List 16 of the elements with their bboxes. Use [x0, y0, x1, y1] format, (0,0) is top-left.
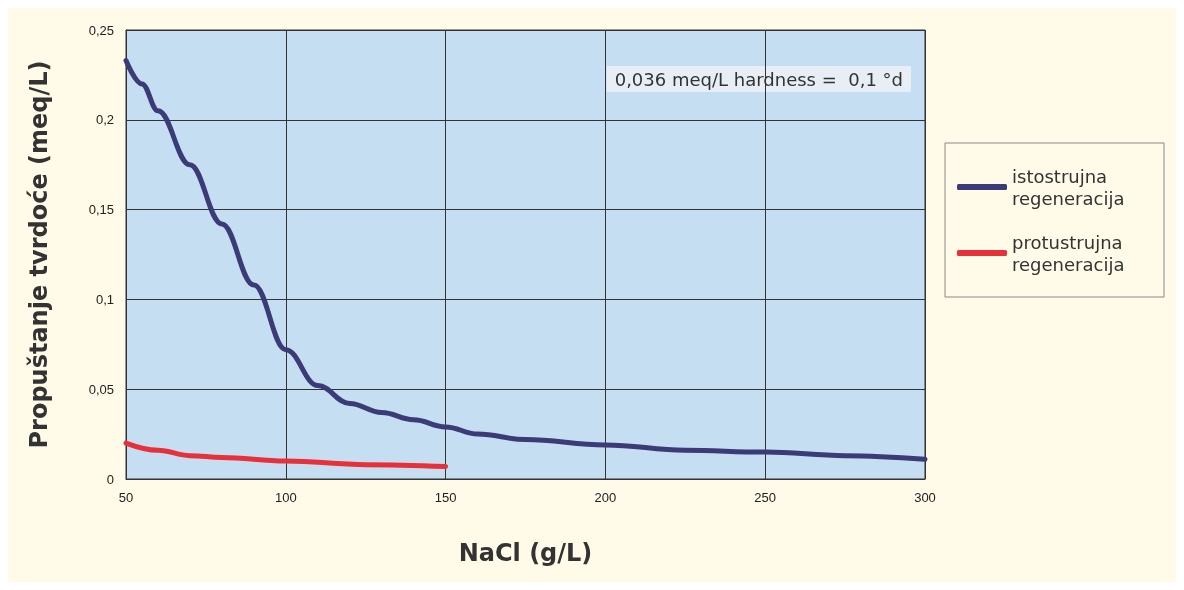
y-tick-label: 0,05 [88, 381, 114, 397]
x-tick-label: 50 [118, 490, 134, 505]
x-tick-label: 200 [594, 490, 617, 505]
legend-label: protustrujna regeneracija [1012, 231, 1129, 275]
x-tick-label: 100 [274, 490, 297, 505]
x-tick-label: 150 [434, 490, 457, 505]
x-axis-title: NaCl (g/L) [458, 539, 593, 567]
y-tick-label: 0,1 [95, 291, 114, 307]
legend-label: istostrujna regeneracija [1012, 165, 1125, 209]
x-tick-label: 300 [914, 490, 936, 505]
y-axis-title: Propuštanje tvrdoće (meq/L) [25, 60, 53, 449]
y-tick-label: 0,25 [88, 22, 114, 38]
y-tick-label: 0 [106, 471, 114, 487]
y-tick-label: 0,15 [88, 202, 114, 218]
x-tick-label: 250 [754, 490, 777, 505]
y-tick-label: 0,2 [95, 112, 114, 128]
